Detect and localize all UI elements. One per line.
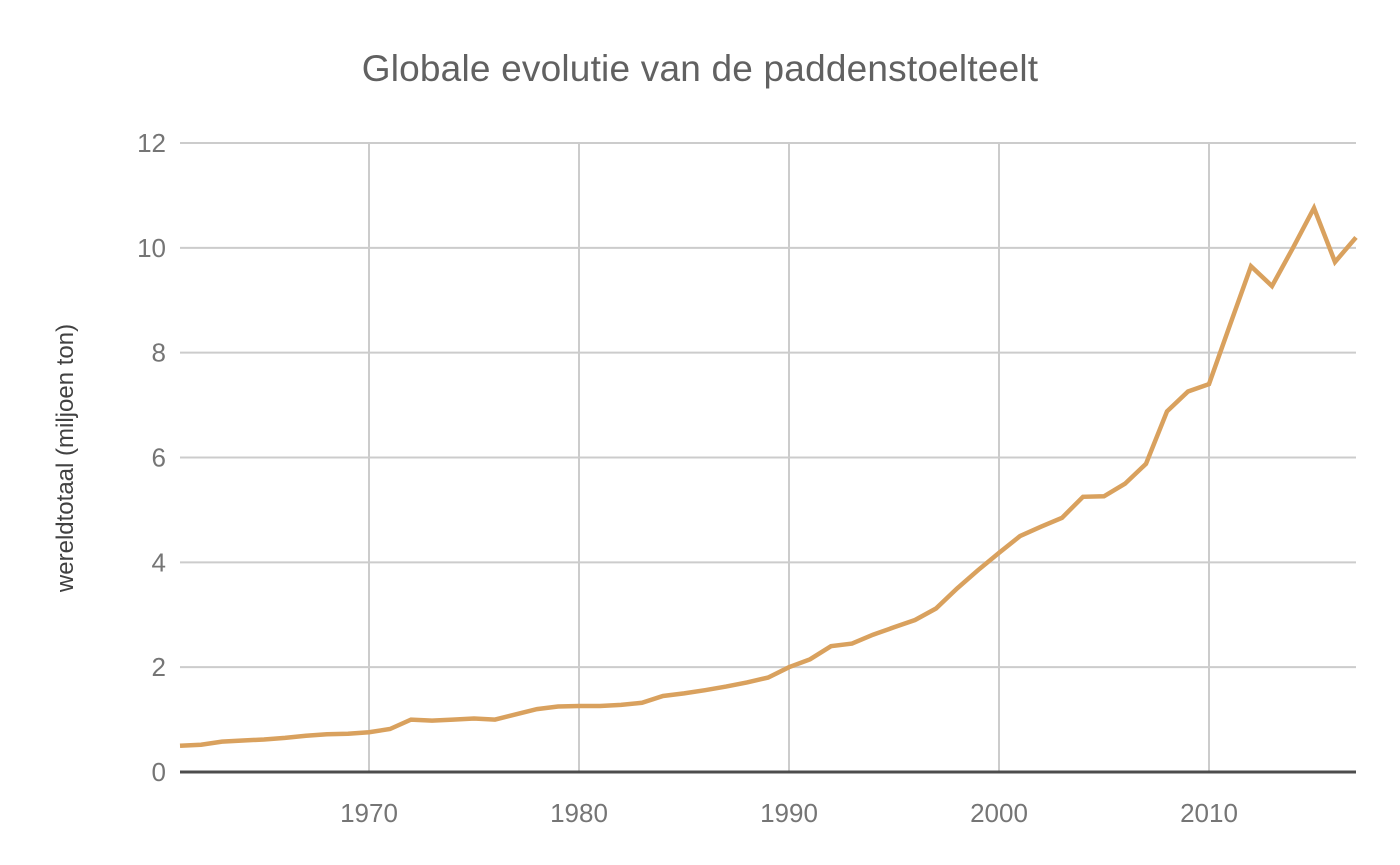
y-tick-label: 10 xyxy=(137,233,166,263)
series-line-wereldtotaal xyxy=(179,202,1358,749)
y-tick-label: 12 xyxy=(137,128,166,158)
y-tick-label: 6 xyxy=(152,443,166,473)
y-tick-label: 2 xyxy=(152,652,166,682)
y-tick-label: 4 xyxy=(152,547,166,577)
chart-title: Globale evolutie van de paddenstoelteelt xyxy=(361,48,1039,89)
y-tick-label: 8 xyxy=(152,338,166,368)
x-tick-label: 1990 xyxy=(760,798,818,828)
x-tick-label: 1970 xyxy=(340,798,398,828)
x-tick-label: 2010 xyxy=(1180,798,1238,828)
y-tick-label: 0 xyxy=(152,757,166,787)
x-tick-label: 1980 xyxy=(550,798,608,828)
x-tick-label: 2000 xyxy=(970,798,1028,828)
